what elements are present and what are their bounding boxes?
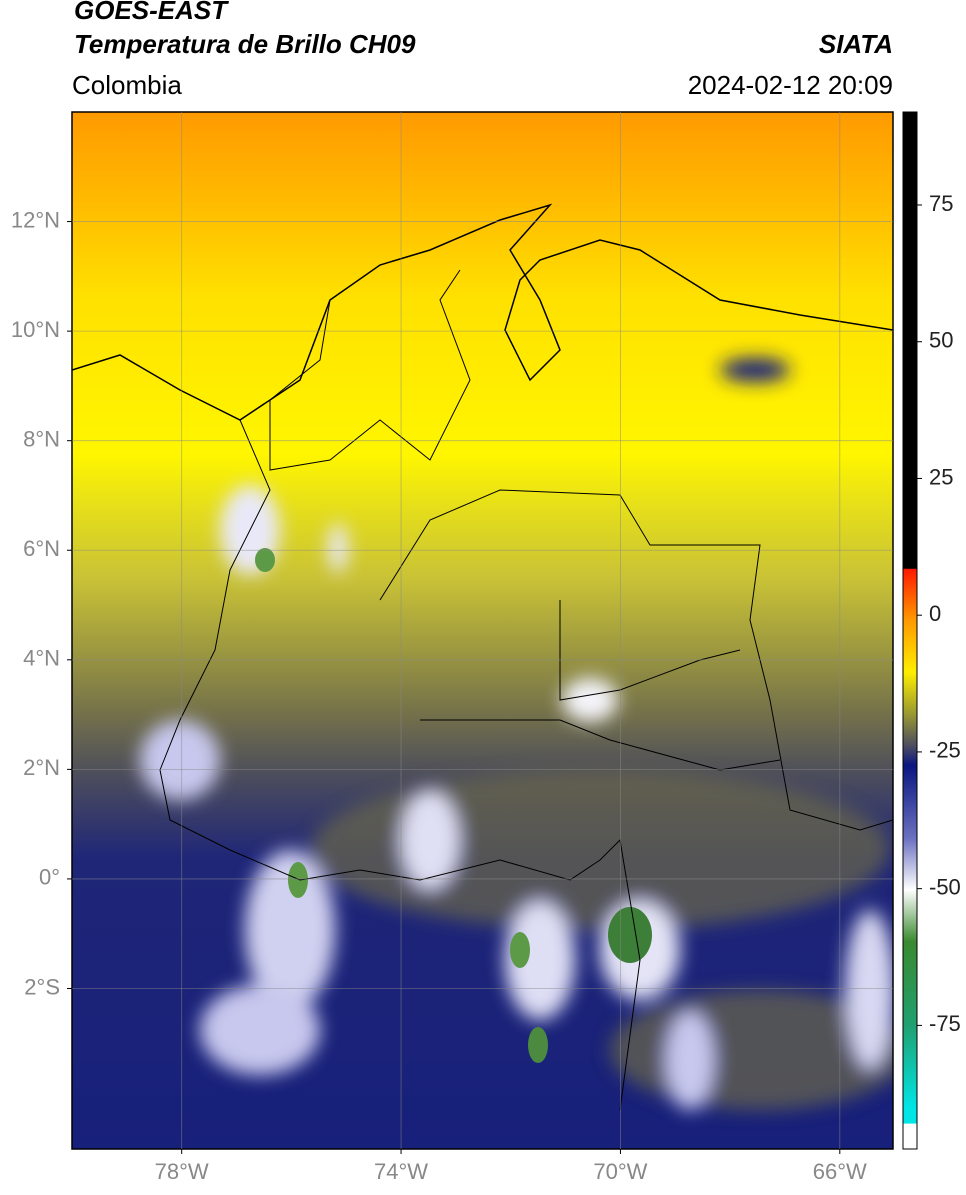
colorbar-tick-label: 50 — [929, 328, 953, 353]
source: SIATA — [819, 29, 893, 59]
colorbar-tick-label: -25 — [929, 738, 961, 763]
subtitle: Temperatura de Brillo CH09 — [74, 29, 416, 59]
y-tick-label: 12°N — [11, 207, 60, 232]
y-tick-label: 10°N — [11, 317, 60, 342]
y-tick-label: 2°S — [24, 974, 60, 999]
y-tick-label: 2°N — [23, 755, 60, 780]
x-tick-label: 78°W — [155, 1159, 209, 1184]
x-tick-label: 70°W — [593, 1159, 647, 1184]
y-tick-label: 6°N — [23, 536, 60, 561]
colorbar-tick-label: -50 — [929, 874, 961, 899]
y-tick-label: 8°N — [23, 426, 60, 451]
colorbar-tick-label: 0 — [929, 601, 941, 626]
title: GOES-EAST — [74, 0, 229, 25]
map-frame — [71, 111, 894, 1150]
colorbar — [902, 111, 918, 1150]
x-tick-label: 66°W — [813, 1159, 867, 1184]
colorbar-tick-label: -75 — [929, 1011, 961, 1036]
x-tick-label: 74°W — [374, 1159, 428, 1184]
region: Colombia — [72, 70, 182, 100]
y-tick-label: 0° — [39, 865, 60, 890]
datetime: 2024-02-12 20:09 — [688, 70, 893, 100]
y-tick-label: 4°N — [23, 646, 60, 671]
colorbar-tick-label: 25 — [929, 464, 953, 489]
map-image — [72, 112, 893, 1149]
colorbar-tick-label: 75 — [929, 191, 953, 216]
borders — [159, 269, 893, 1111]
